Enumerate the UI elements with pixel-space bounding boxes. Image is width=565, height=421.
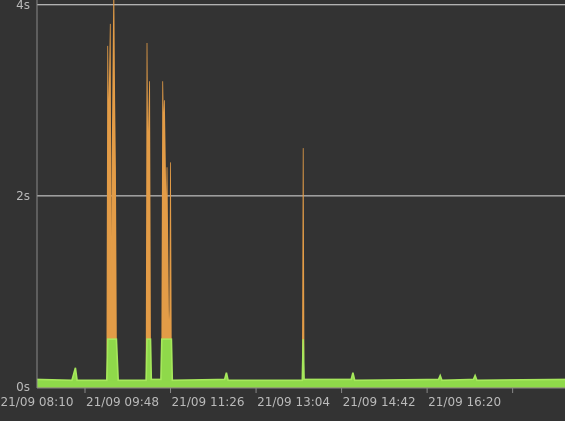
y-tick-label: 0s	[16, 380, 30, 394]
y-tick-label: 2s	[16, 189, 30, 203]
x-tick-label: 21/09 09:48	[86, 395, 159, 409]
plot-area	[36, 0, 565, 388]
series-line-base	[36, 338, 565, 382]
x-tick-label: 21/09 13:04	[257, 395, 330, 409]
x-tick-label: 21/09 14:42	[343, 395, 416, 409]
x-tick-labels: 21/09 08:10 21/09 09:48 21/09 11:26 21/09 1…	[1, 388, 514, 409]
y-tick-labels: 0s 2s 4s	[16, 0, 30, 394]
grid-lines	[37, 4, 565, 197]
x-tick-label: 21/09 11:26	[172, 395, 245, 409]
x-tick-label: 21/09 08:10	[1, 395, 74, 409]
series-area-total	[36, 0, 565, 388]
x-tick-label: 21/09 16:20	[428, 395, 501, 409]
y-tick-label: 4s	[16, 0, 30, 12]
